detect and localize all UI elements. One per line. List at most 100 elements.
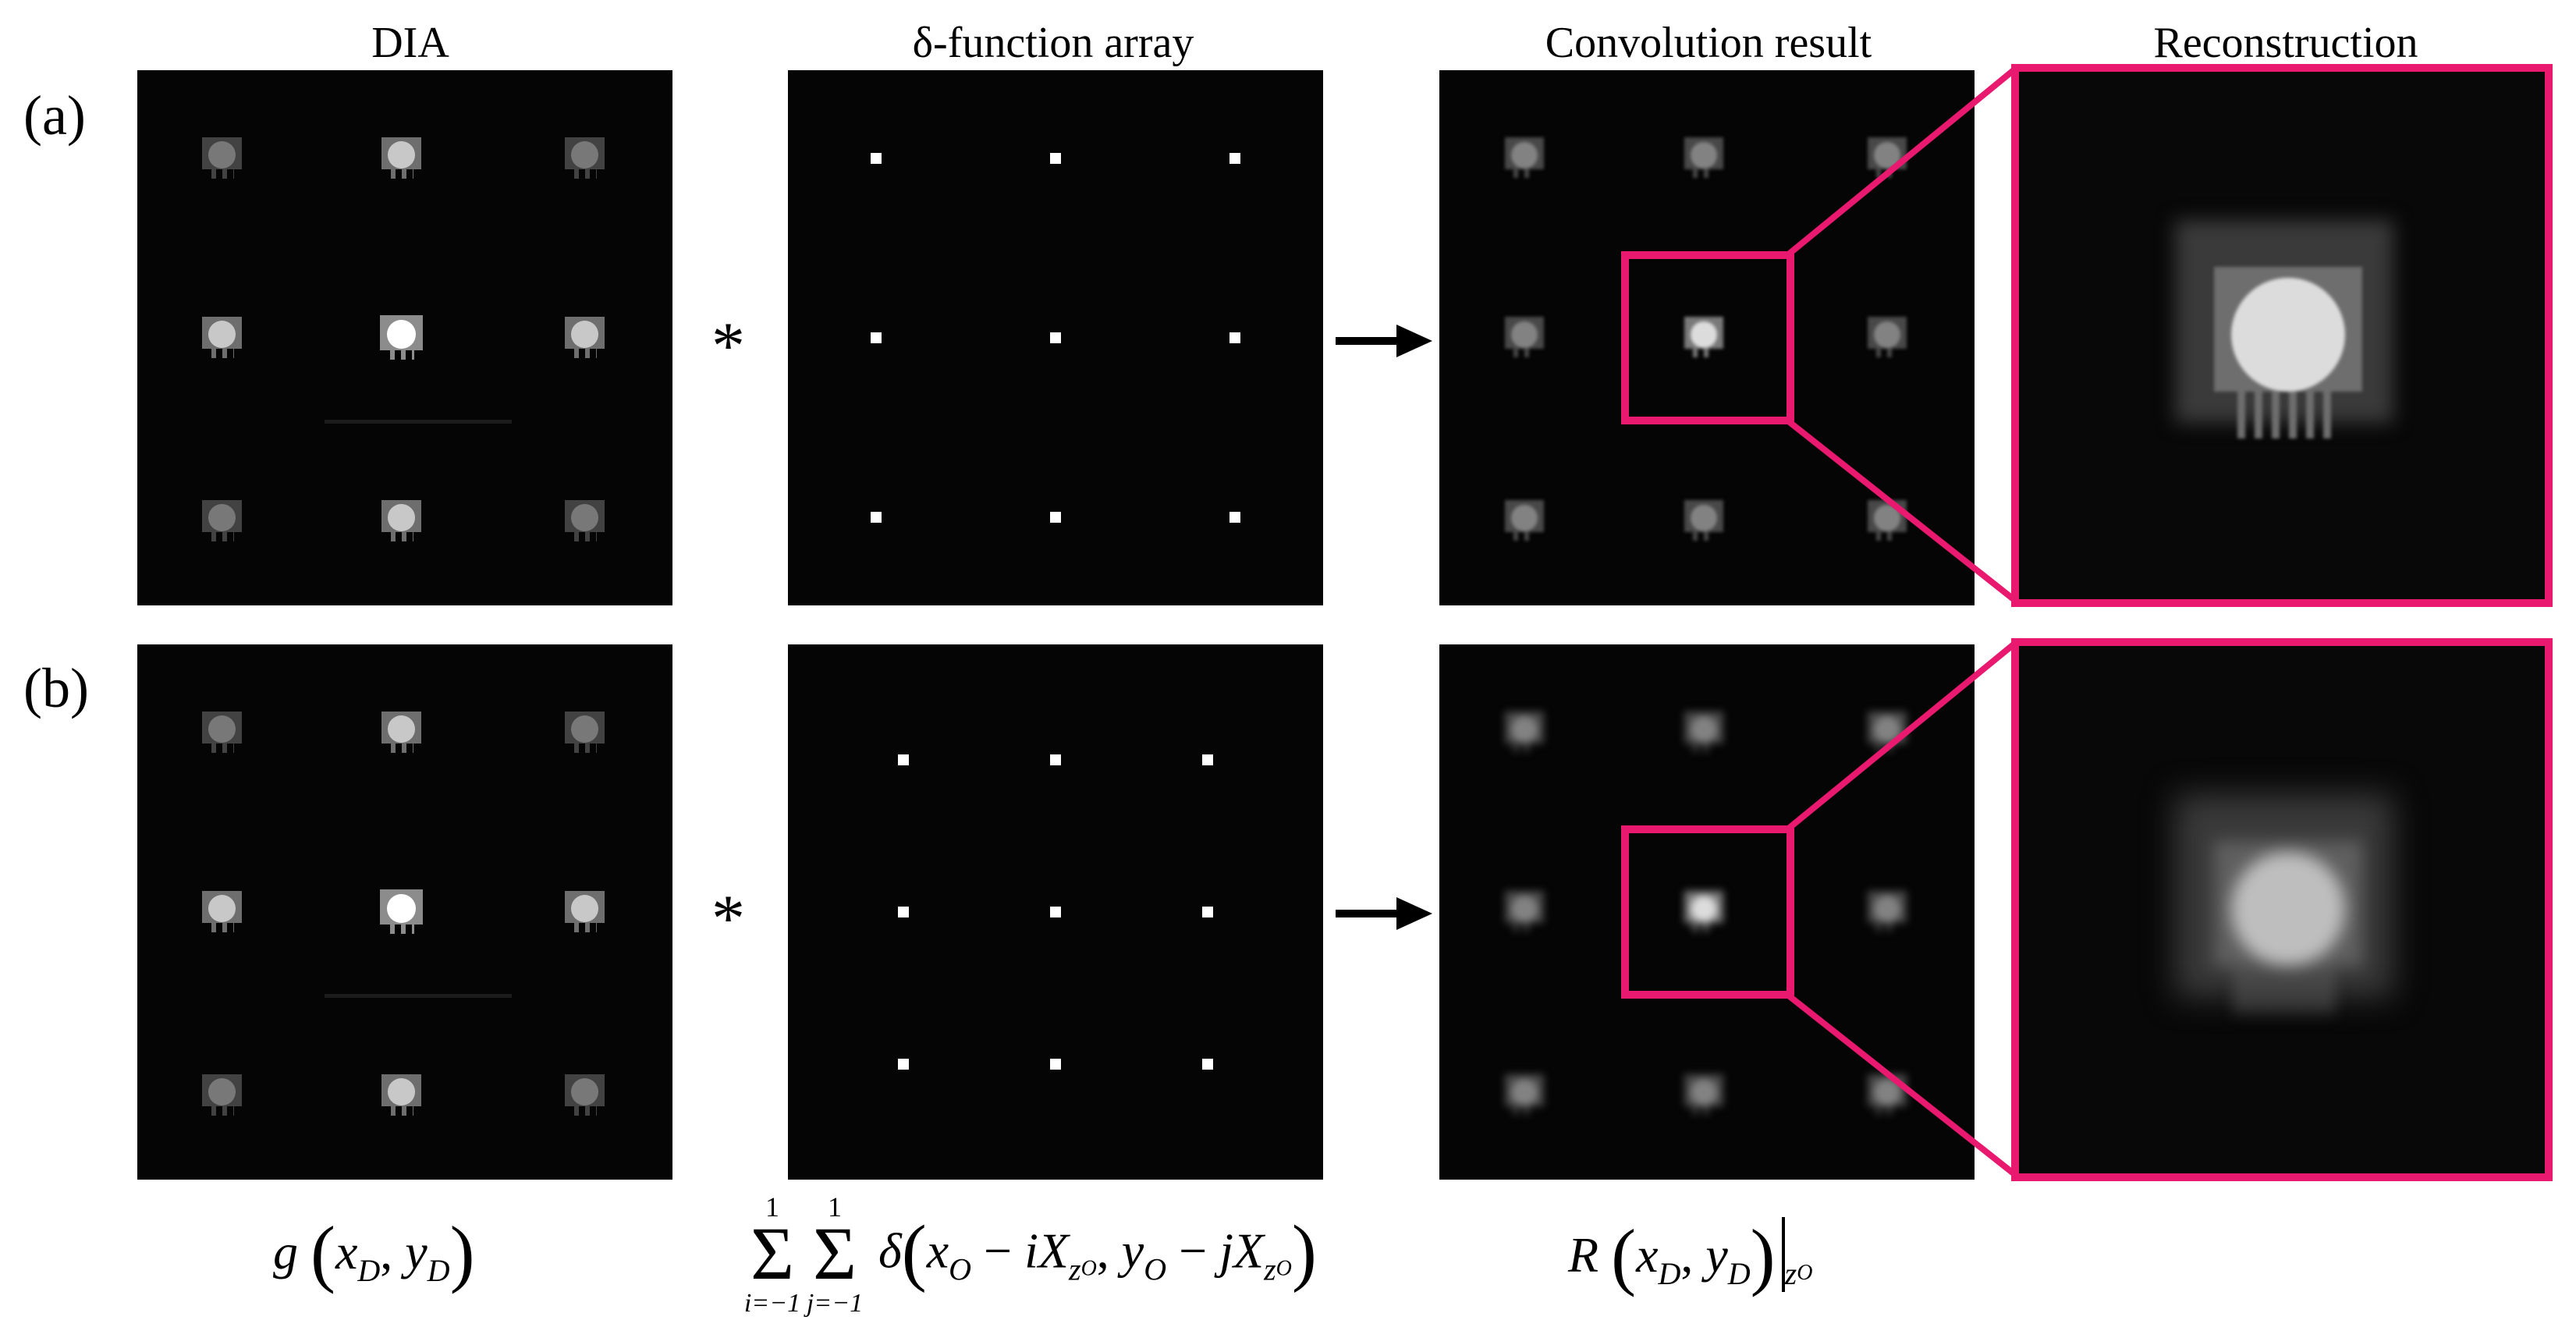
delta-dot <box>1229 512 1240 523</box>
delta-jx-zsubsub: O <box>1276 1256 1292 1281</box>
dia-panel-a <box>137 70 672 605</box>
formula-delta-sum: 1 Σ i=−1 1 Σ j=−1 δ(xO − iXzO, yO − jXzO… <box>741 1193 1317 1318</box>
sum-i-lower: i=−1 <box>743 1289 801 1318</box>
object-spot <box>1683 497 1726 541</box>
dia-panel-b <box>137 644 672 1180</box>
object-spot <box>200 708 246 753</box>
object-spot <box>1866 314 1910 357</box>
delta-dot <box>1229 153 1240 164</box>
convolution-panel-a <box>1439 70 1975 605</box>
zoom-connector-a <box>1787 64 2020 605</box>
object-spot <box>1683 314 1726 357</box>
object-spot <box>563 133 609 179</box>
zoom-box-a <box>1621 251 1794 424</box>
object-spot <box>1866 888 1910 932</box>
delta-array-panel-b <box>788 644 1323 1180</box>
object-spot <box>563 887 609 932</box>
sum-i: 1 Σ i=−1 <box>741 1193 804 1318</box>
object-spot <box>1683 888 1726 932</box>
object-spot <box>200 887 246 932</box>
object-spot <box>563 496 609 541</box>
formula-dia: g (xD, yD) <box>273 1211 475 1294</box>
object-spot <box>380 708 425 753</box>
formula-dia-ysub: D <box>427 1253 450 1288</box>
arrow-right-icon <box>1336 325 1432 357</box>
sum-j-upper: 1 <box>828 1191 842 1223</box>
delta-dot <box>871 332 882 343</box>
object-spot <box>1683 134 1726 178</box>
delta-dot <box>871 512 882 523</box>
delta-jx-zsub: z <box>1264 1251 1276 1287</box>
formula-result-ysub: D <box>1727 1256 1751 1291</box>
object-spot <box>1503 1071 1547 1115</box>
delta-ix-zsubsub: O <box>1080 1256 1097 1281</box>
object-spot <box>1683 1071 1726 1115</box>
reconstruction-panel-a <box>2011 64 2553 607</box>
object-spot <box>1683 708 1726 752</box>
reconstruction-object <box>2214 267 2362 438</box>
formula-result-eval: z <box>1784 1256 1797 1291</box>
delta-dot <box>1050 153 1061 164</box>
object-spot <box>200 313 246 358</box>
object-spot <box>1503 708 1547 752</box>
artifact-streak <box>325 994 512 998</box>
object-spot <box>378 885 427 934</box>
header-convolution-result: Convolution result <box>1545 19 1872 67</box>
delta-dot <box>898 907 909 917</box>
convolve-operator-b: * <box>711 881 745 956</box>
delta-dot <box>1050 332 1061 343</box>
convolve-operator-a: * <box>711 308 745 383</box>
formula-dia-xsub: D <box>357 1253 381 1288</box>
sum-j-lower: j=−1 <box>806 1289 864 1318</box>
delta-array-panel-a <box>788 70 1323 605</box>
delta-x: x <box>926 1223 949 1279</box>
delta-dot <box>1202 1059 1213 1070</box>
formula-dia-x: x <box>335 1224 358 1279</box>
sum-i-upper: 1 <box>765 1191 779 1223</box>
formula-dia-y: y <box>405 1224 428 1279</box>
delta-dot <box>871 153 882 164</box>
object-spot <box>378 311 427 360</box>
delta-dot <box>1229 332 1240 343</box>
formula-result-fn: R <box>1568 1227 1599 1283</box>
header-delta-array: δ-function array <box>912 19 1194 67</box>
formula-result-x: x <box>1636 1227 1659 1283</box>
delta-dot <box>898 1059 909 1070</box>
header-reconstruction: Reconstruction <box>2153 19 2418 67</box>
delta-dot <box>1050 907 1061 917</box>
row-label-a: (a) <box>23 84 86 147</box>
delta-ysub: O <box>1144 1251 1167 1287</box>
row-label-b: (b) <box>23 657 89 719</box>
object-spot <box>380 1070 425 1116</box>
reconstruction-panel-b <box>2011 638 2553 1181</box>
artifact-streak <box>325 420 512 424</box>
sum-j: 1 Σ j=−1 <box>804 1193 866 1318</box>
formula-result-xsub: D <box>1658 1256 1681 1291</box>
evaluation-bar <box>1781 1217 1785 1292</box>
delta-dot <box>898 754 909 765</box>
delta-ix-zsub: z <box>1068 1251 1081 1287</box>
delta-dot <box>1050 512 1061 523</box>
object-spot <box>1866 497 1910 541</box>
object-spot <box>1503 497 1547 541</box>
convolution-panel-b <box>1439 644 1975 1180</box>
formula-result: R (xD, yD) zO <box>1568 1214 1813 1297</box>
object-spot <box>1503 888 1547 932</box>
delta-symbol: δ <box>878 1223 902 1279</box>
header-dia: DIA <box>371 19 449 67</box>
formula-result-evalsub: O <box>1797 1261 1813 1285</box>
object-spot <box>1503 134 1547 178</box>
object-spot <box>200 496 246 541</box>
object-spot <box>200 1070 246 1116</box>
delta-dot <box>1202 907 1213 917</box>
formula-dia-fn: g <box>273 1224 298 1279</box>
arrow-right-icon <box>1336 897 1432 930</box>
object-spot <box>563 708 609 753</box>
object-spot <box>380 133 425 179</box>
object-spot <box>563 1070 609 1116</box>
delta-ix: iX <box>1024 1223 1069 1279</box>
delta-jx: jX <box>1219 1223 1265 1279</box>
delta-xsub: O <box>949 1251 972 1287</box>
object-spot <box>563 313 609 358</box>
delta-dot <box>1050 1059 1061 1070</box>
